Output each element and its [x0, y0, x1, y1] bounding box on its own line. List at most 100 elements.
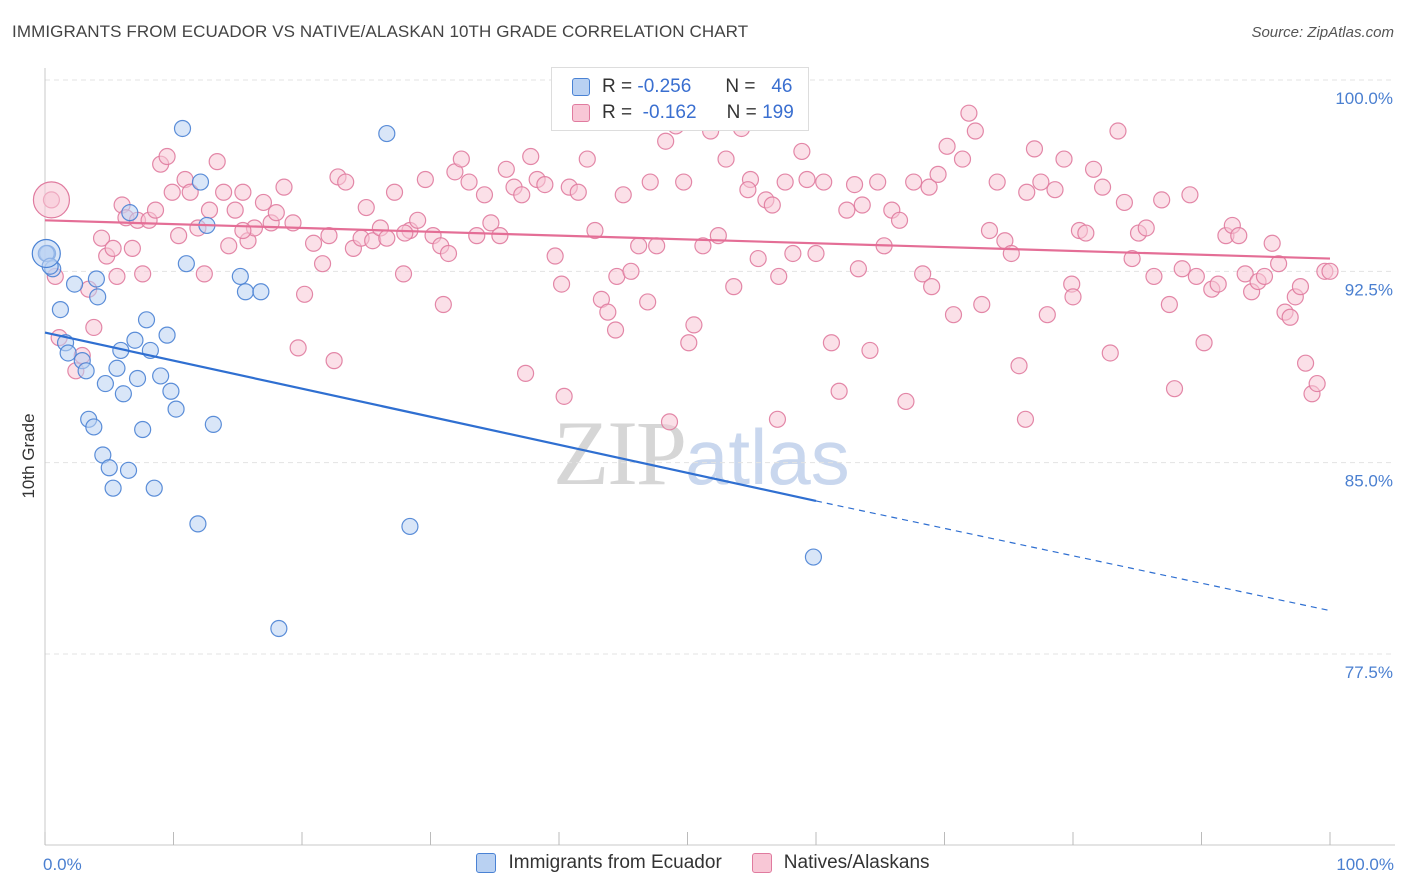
ecuador-point: [401, 517, 419, 536]
legend-swatch-pink: [572, 104, 590, 122]
native-point: [944, 306, 963, 324]
native-point: [1032, 173, 1050, 191]
native-point: [254, 193, 273, 212]
native-point: [815, 173, 833, 191]
legend-n-label: N =: [726, 102, 757, 123]
ecuador-point: [108, 359, 126, 377]
native-point: [657, 132, 675, 150]
native-point: [163, 183, 181, 201]
ecuador-point: [121, 204, 139, 222]
native-point: [409, 211, 427, 229]
native-point: [890, 211, 909, 229]
native-point: [1291, 278, 1310, 296]
native-point: [325, 352, 343, 370]
native-point: [822, 334, 841, 352]
ecuador-point: [167, 400, 185, 418]
native-point: [905, 173, 923, 191]
legend-r-value: -0.256: [637, 76, 692, 97]
native-point: [491, 227, 509, 245]
ecuador-point: [77, 362, 95, 380]
ecuador-point: [804, 548, 823, 566]
native-point: [641, 173, 659, 191]
ecuador-point: [158, 326, 176, 344]
native-point: [123, 239, 141, 257]
ecuador-point: [236, 283, 255, 301]
legend-n-value: 46: [771, 76, 793, 97]
native-point: [92, 229, 111, 247]
native-point: [586, 221, 604, 240]
legend-swatch-blue: [476, 853, 497, 873]
native-point: [555, 387, 573, 405]
native-point: [1016, 410, 1035, 428]
native-point: [170, 227, 188, 245]
ecuador-point: [100, 459, 118, 477]
native-point: [1145, 267, 1163, 286]
native-point: [798, 170, 816, 189]
native-point: [660, 413, 679, 431]
legend-item-ecuador[interactable]: Immigrants from Ecuador: [476, 852, 722, 874]
native-point: [914, 265, 932, 283]
native-point: [648, 237, 666, 255]
legend-item-natives[interactable]: Natives/Alaskans: [751, 852, 930, 874]
native-point: [694, 237, 712, 255]
native-point: [394, 265, 413, 283]
native-point: [830, 382, 848, 400]
native-point: [845, 175, 864, 194]
native-point: [234, 183, 252, 201]
ecuador-point: [119, 461, 138, 479]
native-point: [1055, 150, 1073, 168]
native-point: [675, 173, 693, 191]
native-point: [220, 237, 238, 255]
native-point: [1296, 354, 1315, 372]
native-point: [104, 239, 122, 257]
native-point: [973, 295, 991, 314]
native-point: [739, 181, 757, 199]
native-point: [861, 341, 879, 360]
native-point: [923, 278, 941, 296]
legend-n-value: 199: [762, 102, 794, 123]
native-point: [793, 142, 811, 161]
native-point: [639, 293, 657, 311]
native-point: [146, 201, 165, 219]
native-point: [980, 221, 999, 240]
native-point: [304, 234, 323, 252]
series-immigrants-ecuador: [31, 119, 823, 638]
native-point: [680, 334, 698, 352]
native-point: [215, 183, 233, 201]
native-point: [546, 247, 564, 265]
native-point: [1077, 224, 1095, 242]
legend-r-label: R =: [602, 102, 633, 123]
native-point: [920, 178, 938, 196]
native-point: [953, 150, 972, 168]
natives-trend-line: [44, 219, 1331, 260]
native-point: [763, 196, 781, 214]
legend-swatch-pink: [751, 853, 772, 873]
native-point: [289, 339, 307, 357]
ecuador-point: [114, 385, 132, 403]
native-point: [434, 295, 452, 314]
native-point: [606, 321, 625, 339]
native-point: [988, 173, 1006, 191]
native-point: [1181, 186, 1199, 204]
ecuador-point: [65, 275, 84, 293]
native-point: [1321, 262, 1339, 280]
ecuador-point: [96, 374, 114, 393]
ecuador-point: [177, 255, 195, 273]
y-tick-label: 100.0%: [1335, 89, 1393, 108]
native-point: [536, 175, 554, 194]
native-point: [234, 221, 252, 240]
native-point: [195, 265, 213, 283]
native-point: [1308, 374, 1326, 393]
ecuador-point: [51, 301, 70, 319]
series-natives-alaskans: [32, 104, 1339, 431]
native-point: [1263, 234, 1281, 252]
native-point: [807, 244, 825, 263]
legend-n-label: N =: [725, 76, 756, 97]
native-point: [158, 147, 176, 166]
native-point: [482, 214, 500, 232]
native-point: [32, 181, 71, 219]
native-point: [134, 265, 152, 283]
native-point: [275, 178, 293, 196]
ecuador-point: [162, 382, 180, 400]
